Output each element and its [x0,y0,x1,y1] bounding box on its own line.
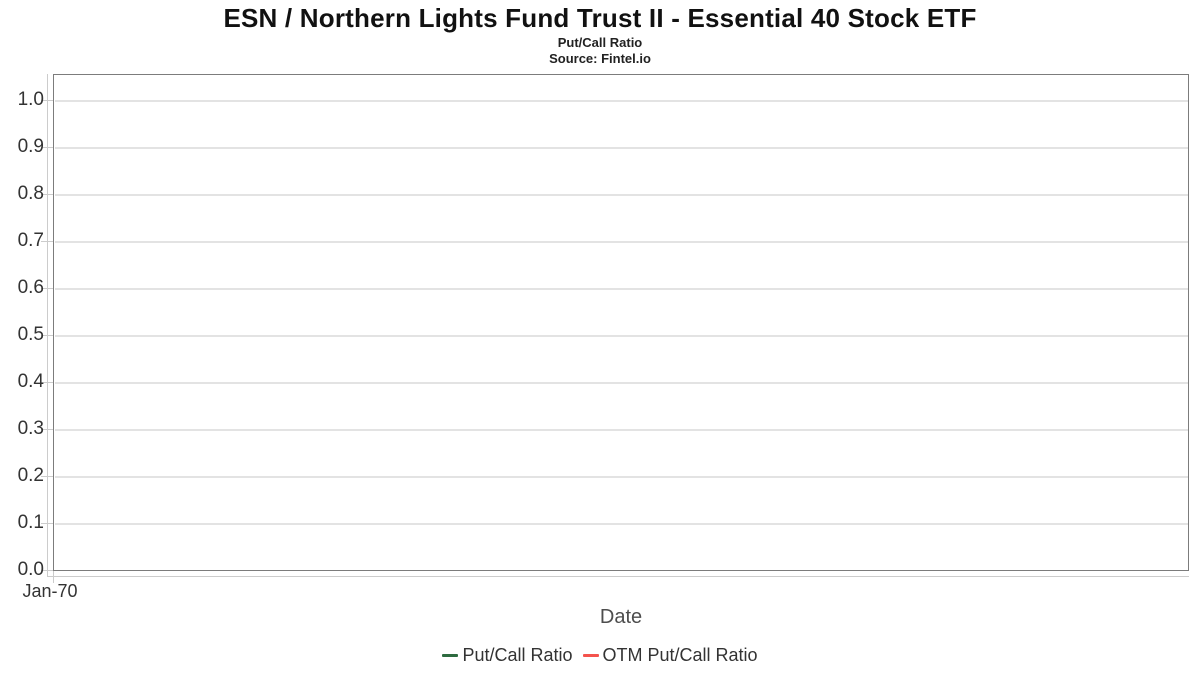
y-tick [41,241,53,242]
y-tick [41,570,53,571]
y-tick-label: 0.1 [17,512,44,533]
y-tick-label: 0.2 [17,465,44,486]
plot-area [53,74,1189,571]
y-tick-label: 0.7 [17,230,44,251]
legend-label: OTM Put/Call Ratio [602,645,758,665]
legend-item-put-call-ratio[interactable]: Put/Call Ratio [442,645,573,666]
gridline-0.6 [55,288,1188,290]
y-tick-label: 0.6 [17,277,44,298]
gridline-0.8 [55,194,1188,196]
y-tick [41,147,53,148]
gridline-0.3 [55,429,1188,431]
chart-title: ESN / Northern Lights Fund Trust II - Es… [223,3,977,33]
y-tick-label: 0.0 [17,559,44,580]
series-line-swatch-icon [442,654,459,657]
y-tick [41,382,53,383]
y-tick [41,100,53,101]
series-line-swatch-icon [582,654,599,657]
gridline-0.2 [55,476,1188,478]
x-axis-line [47,576,1189,577]
x-axis-title: Date [599,606,643,628]
y-tick [41,335,53,336]
y-tick-label: 0.3 [17,418,44,439]
legend: Put/Call Ratio OTM Put/Call Ratio [0,645,1200,666]
gridline-0.7 [55,241,1188,243]
y-tick-label: 0.9 [17,136,44,157]
chart-source-credit: Source: Fintel.io [549,51,651,66]
y-tick [41,476,53,477]
gridline-0.9 [55,147,1188,149]
legend-item-otm-put-call-ratio[interactable]: OTM Put/Call Ratio [582,645,758,666]
gridline-0.5 [55,335,1188,337]
gridline-1.0 [55,100,1188,102]
y-tick-label: 0.4 [17,371,44,392]
y-tick [41,194,53,195]
y-tick-label: 0.5 [17,324,44,345]
x-tick-label: Jan-70 [22,581,78,601]
gridline-0.4 [55,382,1188,384]
legend-label: Put/Call Ratio [462,645,573,665]
chart-subtitle: Put/Call Ratio [557,35,643,50]
y-tick [41,523,53,524]
y-tick-label: 0.8 [17,183,44,204]
gridline-0.1 [55,523,1188,525]
x-tick [53,571,54,583]
y-tick [41,429,53,430]
y-axis-line [47,74,48,576]
y-tick-label: 1.0 [17,89,44,110]
y-tick [41,288,53,289]
